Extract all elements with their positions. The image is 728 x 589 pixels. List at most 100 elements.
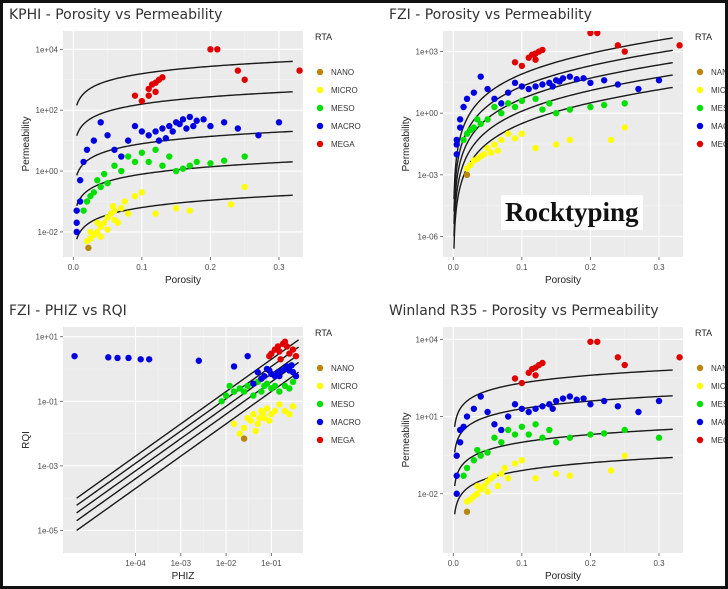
data-point-meso: [218, 398, 225, 405]
data-point-macro: [453, 472, 460, 479]
data-point-mega: [207, 46, 214, 53]
legend-swatch: [696, 400, 704, 408]
data-point-macro: [539, 81, 546, 88]
data-point-meso: [87, 192, 94, 200]
data-point-micro: [501, 464, 508, 472]
data-point-meso: [525, 431, 532, 438]
x-tick-label: 0.2: [205, 263, 217, 272]
data-point-macro: [511, 79, 519, 87]
data-point-macro: [491, 95, 498, 103]
data-point-micro: [511, 135, 519, 142]
legend-swatch: [316, 104, 324, 112]
data-point-macro: [635, 408, 642, 416]
data-point-meso: [240, 388, 248, 395]
data-point-meso: [104, 179, 111, 187]
data-point-meso: [518, 423, 526, 430]
data-point-micro: [241, 183, 248, 191]
data-point-meso: [286, 385, 293, 392]
data-point-mega: [296, 67, 303, 74]
data-point-meso: [80, 207, 87, 214]
chart-winland: 0.0 0.1 0.2 0.3 1e-02 1e+01 1e+04 Porosity Perme…: [401, 327, 728, 582]
data-point-macro: [511, 401, 519, 408]
legend-label: MESO: [331, 104, 355, 113]
legend-label: MEGA: [331, 436, 355, 445]
data-point-micro: [172, 205, 180, 212]
data-point-nano: [240, 435, 248, 442]
data-point-mega: [539, 46, 546, 54]
data-point-macro: [463, 413, 471, 420]
legend-label: NANO: [711, 68, 728, 77]
data-point-macro: [73, 228, 80, 236]
data-point-macro: [600, 77, 608, 84]
data-point-mega: [511, 59, 519, 66]
data-point-macro: [532, 83, 539, 90]
data-point-macro: [655, 77, 663, 84]
data-point-meso: [532, 95, 539, 103]
legend-swatch: [696, 122, 704, 130]
chart-title: FZI - PHIZ vs RQI: [9, 303, 127, 319]
data-point-meso: [230, 388, 238, 395]
data-point-meso: [179, 165, 187, 172]
data-point-micro: [247, 417, 254, 424]
data-point-macro: [477, 393, 484, 400]
data-point-macro: [566, 393, 574, 400]
data-point-macro: [255, 132, 262, 139]
data-point-macro: [118, 153, 125, 160]
legend-swatch: [696, 418, 704, 426]
data-point-mega: [131, 92, 139, 99]
legend-swatch: [316, 140, 324, 148]
data-point-micro: [152, 210, 159, 217]
chart-title: Winland R35 - Porosity vs Permeability: [389, 303, 659, 319]
legend-title: RTA: [695, 328, 712, 338]
data-point-meso: [94, 177, 101, 184]
data-point-meso: [263, 380, 271, 387]
data-point-macro: [525, 85, 532, 93]
legend-label: MESO: [711, 104, 728, 113]
data-point-micro: [552, 470, 560, 477]
legend-label: MICRO: [331, 382, 358, 391]
legend-swatch: [696, 140, 704, 148]
data-point-macro: [166, 122, 173, 130]
data-point-macro: [573, 76, 580, 83]
data-point-macro: [152, 128, 159, 135]
legend-label: MACRO: [711, 418, 728, 427]
data-point-macro: [549, 83, 556, 90]
data-point-mega: [214, 46, 221, 53]
data-point-micro: [552, 141, 560, 148]
legend-swatch: [316, 68, 324, 76]
data-point-macro: [179, 116, 187, 123]
data-point-macro: [90, 137, 98, 144]
legend-label: MESO: [331, 400, 355, 409]
plot-background: [63, 327, 303, 553]
x-axis-label: Porosity: [545, 571, 581, 582]
data-point-micro: [467, 161, 474, 169]
data-point-meso: [511, 431, 519, 438]
data-point-macro: [614, 81, 622, 88]
trend-curve: [76, 371, 300, 531]
data-point-meso: [152, 146, 159, 153]
data-point-meso: [498, 439, 505, 446]
y-axis-label: Permeability: [21, 116, 32, 171]
trend-curve: [453, 37, 673, 200]
data-point-nano: [463, 171, 471, 179]
data-point-meso: [463, 464, 471, 472]
x-tick-label: 0.3: [273, 263, 285, 272]
trend-curve: [76, 194, 293, 240]
legend-swatch: [696, 104, 704, 112]
data-point-meso: [276, 388, 283, 395]
data-point-macro: [200, 116, 207, 123]
data-point-micro: [252, 427, 259, 435]
data-point-meso: [193, 158, 200, 166]
data-point-macro: [453, 452, 460, 459]
data-point-micro: [227, 201, 235, 208]
data-point-macro: [491, 421, 498, 428]
data-point-macro: [275, 119, 283, 126]
legend-swatch: [696, 86, 704, 94]
data-point-macro: [276, 372, 283, 380]
x-tick-label: 0.3: [653, 263, 665, 272]
legend-swatch: [316, 122, 324, 130]
data-point-meso: [518, 97, 526, 105]
data-point-mega: [145, 92, 152, 99]
data-point-micro: [566, 136, 574, 144]
data-point-meso: [118, 167, 125, 175]
